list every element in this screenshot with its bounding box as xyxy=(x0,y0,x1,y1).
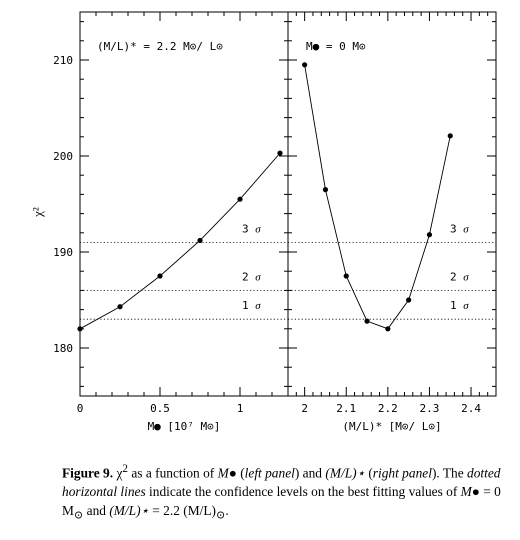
caption-text: ( xyxy=(236,465,245,481)
caption-m-bh: M● xyxy=(217,465,237,481)
caption-text: ) and xyxy=(294,465,326,481)
x-tick-label: 2.1 xyxy=(336,402,356,415)
series-line xyxy=(79,152,281,330)
x-tick-label: 2.3 xyxy=(420,402,440,415)
data-point xyxy=(447,133,453,139)
sigma-symbol: σ xyxy=(255,300,261,312)
data-point xyxy=(237,196,243,202)
caption-text: indicate the confidence levels on the be… xyxy=(145,484,461,500)
y-tick-label: 180 xyxy=(53,342,73,355)
caption-text: = 0 M xyxy=(62,484,501,519)
data-point xyxy=(277,150,283,156)
x-tick-label: 0.5 xyxy=(150,402,170,415)
x-axis-label: (M/L)* [M⊙/ L⊙] xyxy=(342,420,441,433)
data-point xyxy=(385,326,391,332)
figure-caption: Figure 9. χ2 as a function of M● (left p… xyxy=(62,460,512,526)
caption-text: ( xyxy=(364,465,373,481)
data-point xyxy=(406,297,412,303)
data-point xyxy=(197,237,203,244)
caption-left-panel: left panel xyxy=(244,465,295,481)
data-point xyxy=(426,232,433,238)
caption-chi-exponent: 2 xyxy=(122,463,128,475)
y-axis-label: χ² xyxy=(30,207,45,218)
series-line xyxy=(304,64,451,330)
x-tick-label: 0 xyxy=(77,402,84,415)
right-panel: 1 σ2 σ3 σ2 2.1 2.2 2.3 2.4M● = 0 M⊙(M/L)* [M… xyxy=(287,11,497,433)
caption-text: = 2.2 (M/L) xyxy=(148,503,216,519)
caption-sun-symbol-2: ⊙ xyxy=(216,510,226,523)
caption-ml-2: (M/L)⋆ xyxy=(109,503,149,519)
caption-text: . xyxy=(225,503,229,519)
data-point xyxy=(302,62,308,68)
sigma-symbol: σ xyxy=(463,223,469,235)
confidence-level-number: 1 xyxy=(242,299,255,312)
caption-m-bh-2: M● xyxy=(460,484,480,500)
shared-labels: χ² xyxy=(30,207,45,218)
x-tick-label: 1 xyxy=(237,402,244,415)
x-axis-label: M● [10⁷ M⊙] xyxy=(148,420,221,433)
caption-dotted-lines: dotted horizontal lines xyxy=(62,465,501,500)
data-point xyxy=(157,273,163,279)
confidence-label: 1 σ xyxy=(450,299,469,312)
caption-text: ). The xyxy=(431,465,468,481)
caption-sun-symbol: ⊙ xyxy=(73,510,84,523)
sigma-symbol: σ xyxy=(255,223,261,235)
confidence-level-number: 1 xyxy=(450,299,463,312)
y-tick-label: 210 xyxy=(53,54,73,67)
data-point xyxy=(77,326,83,332)
confidence-label: 2 σ xyxy=(242,270,261,283)
data-point xyxy=(322,187,329,193)
sigma-symbol: σ xyxy=(463,300,469,312)
caption-right-panel: right panel xyxy=(372,465,432,481)
x-tick-label: 2.4 xyxy=(461,402,481,415)
panel-annotation: M● = 0 M⊙ xyxy=(306,40,366,53)
plot-frame xyxy=(79,11,289,397)
confidence-label: 1 σ xyxy=(242,299,261,312)
data-point xyxy=(364,318,370,324)
plot-frame xyxy=(287,11,497,397)
data-point xyxy=(343,273,349,279)
confidence-label: 2 σ xyxy=(450,270,469,283)
caption-ml: (M/L)⋆ xyxy=(325,465,365,481)
x-tick-label: 2 xyxy=(301,402,308,415)
caption-label: Figure 9. xyxy=(62,465,114,481)
y-tick-label: 190 xyxy=(53,246,73,259)
caption-chi: χ xyxy=(116,465,123,481)
sigma-symbol: σ xyxy=(463,271,469,283)
x-tick-label: 2.2 xyxy=(378,402,398,415)
confidence-level-number: 3 xyxy=(242,222,255,235)
data-point xyxy=(117,304,123,310)
confidence-label: 3 σ xyxy=(450,222,469,235)
sigma-symbol: σ xyxy=(255,271,261,283)
confidence-level-number: 2 xyxy=(450,270,463,283)
confidence-label: 3 σ xyxy=(242,222,261,235)
confidence-level-number: 3 xyxy=(450,222,463,235)
panel-annotation: (M/L)* = 2.2 M⊙/ L⊙ xyxy=(97,40,223,53)
caption-text: as a function of xyxy=(127,465,218,481)
y-tick-label: 200 xyxy=(53,150,73,163)
caption-text: and xyxy=(83,503,110,519)
confidence-level-number: 2 xyxy=(242,270,255,283)
